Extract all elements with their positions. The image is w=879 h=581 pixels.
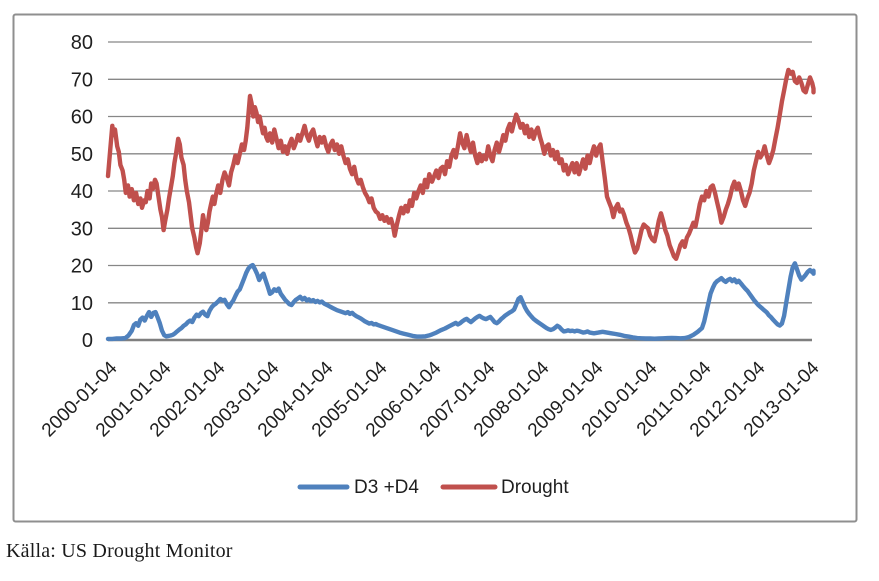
y-axis-label-50: 50 <box>71 144 93 166</box>
series-line-drought <box>105 67 816 261</box>
y-axis-label-30: 30 <box>71 218 93 240</box>
chart-border <box>12 13 858 523</box>
y-axis-label-60: 60 <box>71 107 93 129</box>
legend-label-drought: Drought <box>501 477 569 498</box>
y-axis-label-10: 10 <box>71 293 93 315</box>
source-note: Källa: US Drought Monitor <box>6 540 233 562</box>
legend-label-d3-d4: D3 +D4 <box>354 477 419 498</box>
y-axis-label-20: 20 <box>71 256 93 278</box>
y-axis-label-80: 80 <box>71 32 93 54</box>
y-axis-label-40: 40 <box>71 181 93 203</box>
y-axis-label-70: 70 <box>71 69 93 91</box>
y-axis-label-0: 0 <box>82 330 93 352</box>
series-line-d3-d4 <box>105 261 816 342</box>
